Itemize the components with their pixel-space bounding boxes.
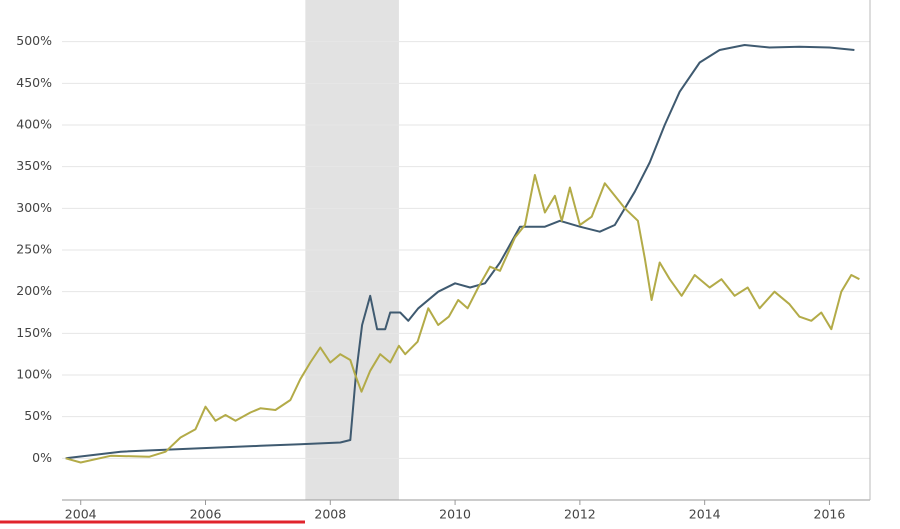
y-tick-label: 200% (16, 283, 52, 298)
y-tick-label: 450% (16, 75, 52, 90)
y-tick-label: 50% (24, 408, 52, 423)
x-tick-label: 2016 (814, 507, 846, 522)
series-line (65, 174, 860, 464)
x-tick-label: 2004 (65, 507, 97, 522)
series-line (65, 44, 855, 460)
x-tick-label: 2014 (689, 507, 721, 522)
y-tick-label: 150% (16, 325, 52, 340)
y-tick-label: 400% (16, 117, 52, 132)
y-tick-label: 0% (32, 450, 52, 465)
x-tick-label: 2006 (190, 507, 222, 522)
x-tick-label: 2010 (439, 507, 471, 522)
y-tick-label: 250% (16, 242, 52, 257)
y-tick-label: 100% (16, 367, 52, 382)
y-tick-label: 300% (16, 200, 52, 215)
y-tick-label: 350% (16, 158, 52, 173)
y-tick-label: 500% (16, 33, 52, 48)
x-tick-label: 2012 (564, 507, 596, 522)
x-tick-label: 2008 (314, 507, 346, 522)
